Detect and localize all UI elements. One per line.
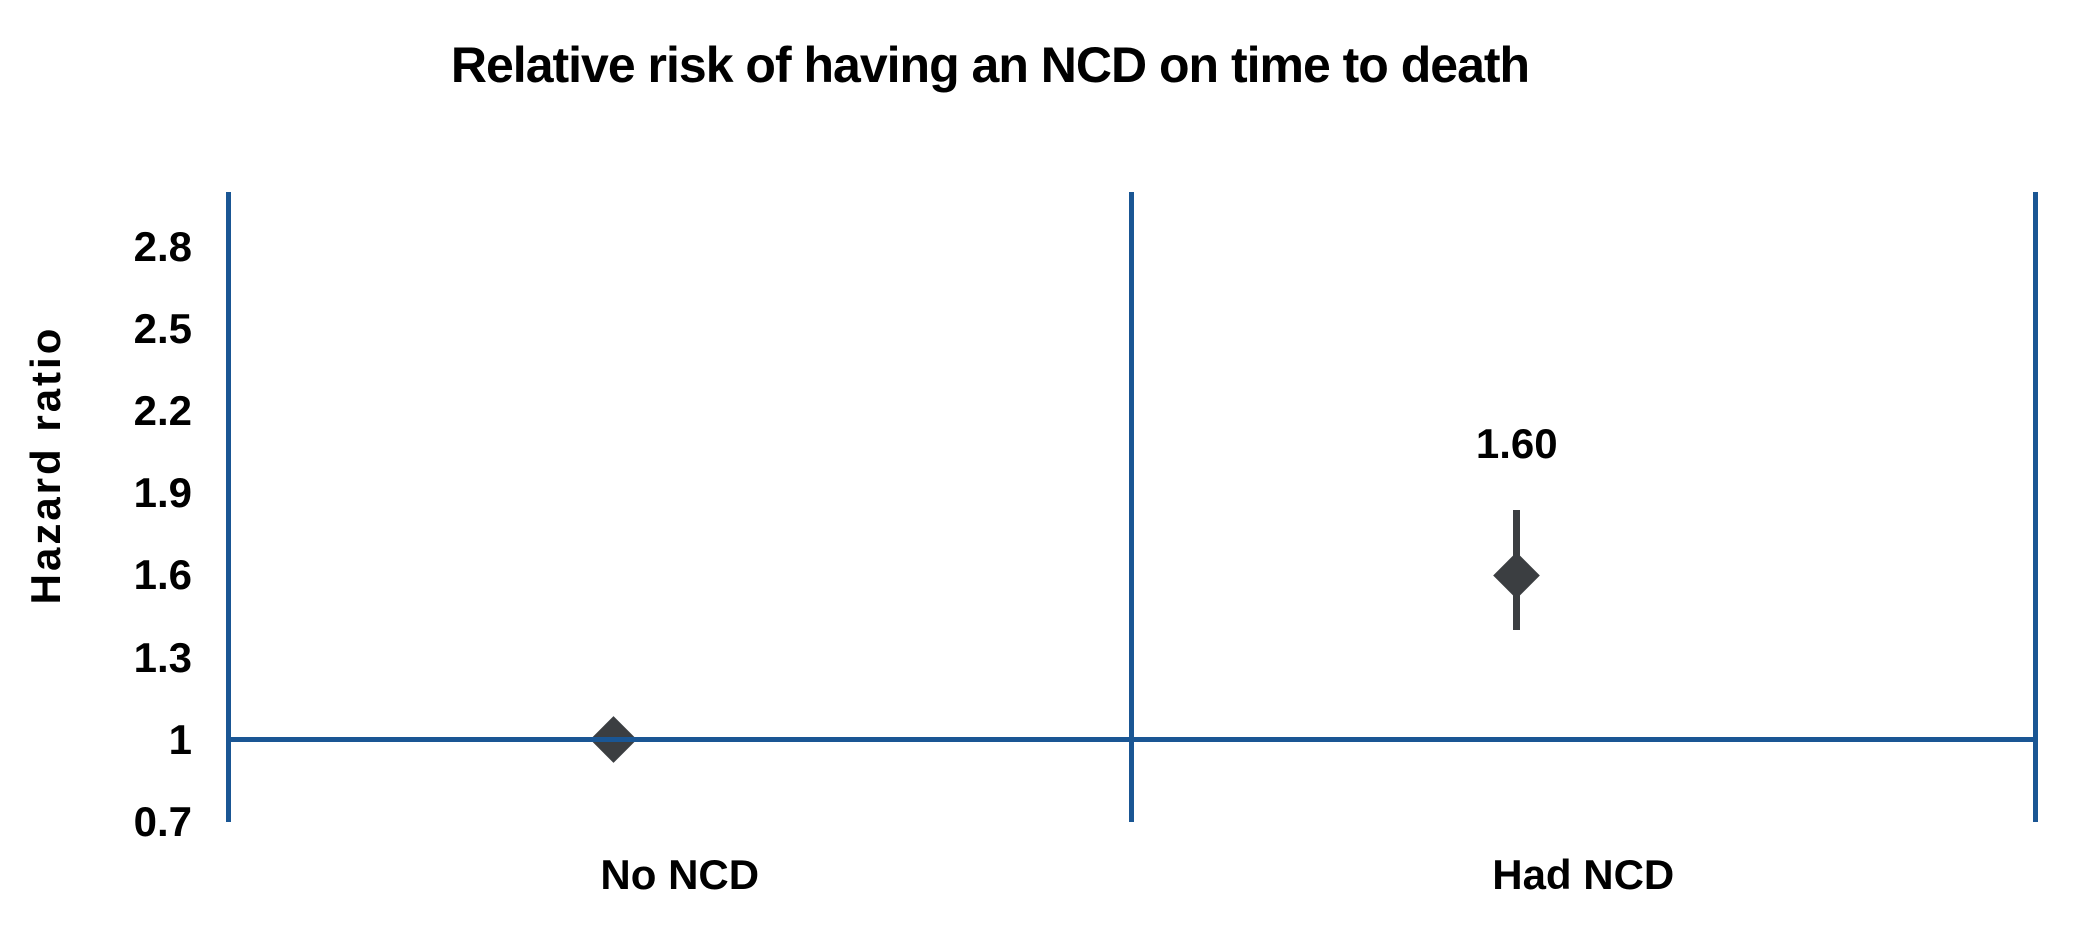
y-tick-label: 1 xyxy=(168,715,192,763)
category-divider-line xyxy=(1129,192,1134,822)
reference-line xyxy=(228,737,2035,743)
y-tick-label: 1.3 xyxy=(133,633,192,681)
data-label: 1.60 xyxy=(1475,419,1558,467)
y-tick-label: 2.2 xyxy=(133,387,192,435)
y-axis-line xyxy=(225,192,231,822)
x-category-label: Had NCD xyxy=(1492,851,1675,898)
y-tick-label: 2.8 xyxy=(133,222,192,270)
y-tick-label: 1.9 xyxy=(133,469,192,517)
y-tick-label: 1.6 xyxy=(133,551,192,599)
y-tick-label: 2.5 xyxy=(133,304,192,352)
x-category-label: No NCD xyxy=(600,851,760,898)
plot-right-border-line xyxy=(2032,192,2038,822)
y-tick-label: 0.7 xyxy=(133,798,192,845)
chart-title: Relative risk of having an NCD on time t… xyxy=(450,37,1530,93)
